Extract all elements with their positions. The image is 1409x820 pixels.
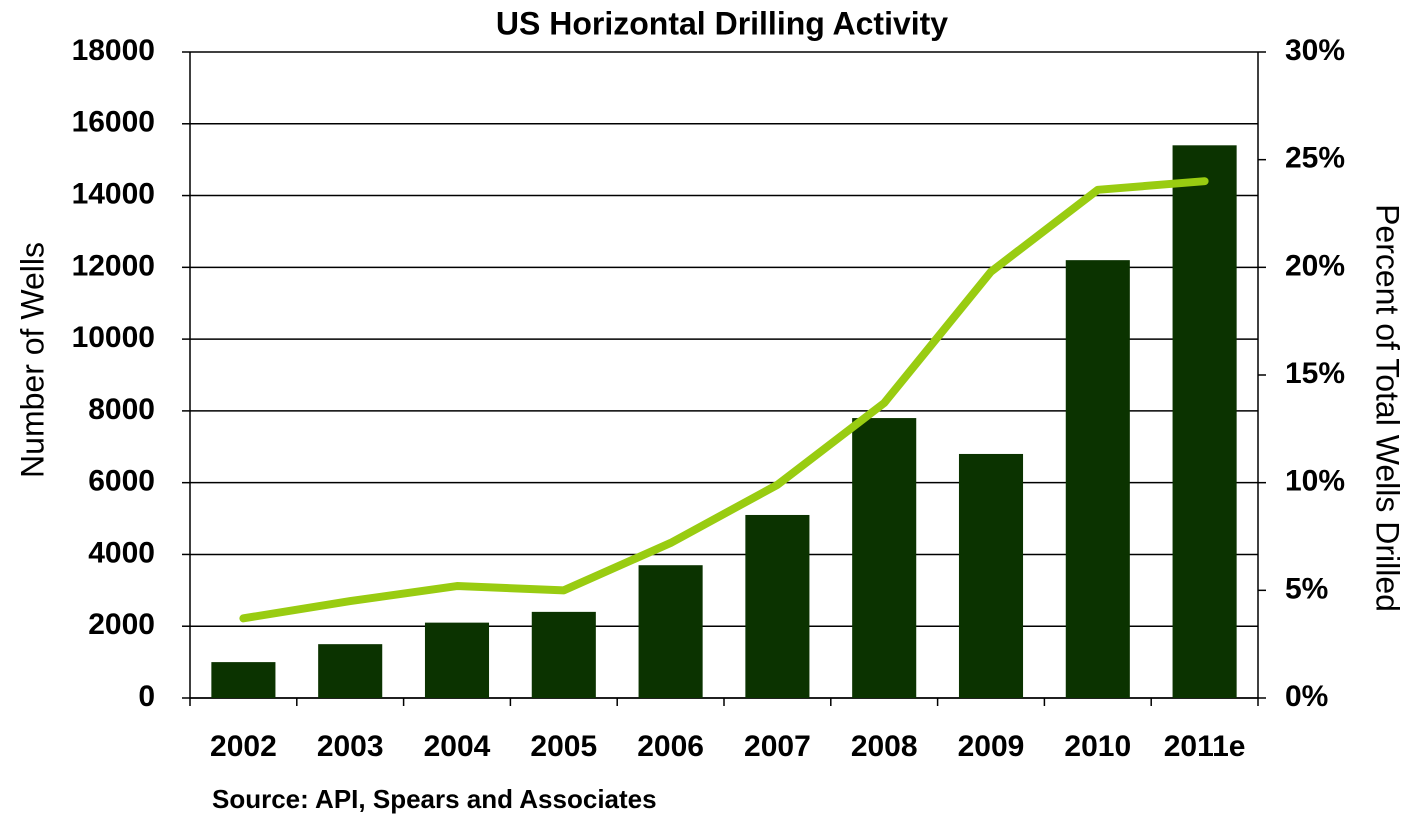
x-tick-label: 2003	[317, 730, 384, 763]
bar	[1172, 145, 1237, 699]
y-tick-label: 0	[138, 680, 155, 713]
line	[239, 177, 1209, 623]
y2-tick-label: 25%	[1285, 142, 1345, 175]
x-tick-label: 2002	[210, 730, 277, 763]
y2-tick-label: 0%	[1285, 680, 1328, 713]
y2-axis-label: Percent of Total Wells Drilled	[1370, 204, 1406, 612]
y2-tick-label: 5%	[1285, 572, 1328, 605]
x-tick-label: 2005	[530, 730, 597, 763]
bar	[1065, 260, 1130, 698]
x-tick-label: 2010	[1064, 730, 1131, 763]
y2-tick-label: 30%	[1285, 34, 1345, 67]
bar	[745, 514, 810, 698]
y-tick-label: 4000	[88, 536, 155, 569]
x-tick-label: 2007	[744, 730, 811, 763]
y-tick-label: 16000	[72, 106, 155, 139]
y2-tick-label: 20%	[1285, 249, 1345, 282]
y-tick-label: 6000	[88, 465, 155, 498]
y2-tick-label: 10%	[1285, 465, 1345, 498]
x-tick-label: 2008	[851, 730, 918, 763]
bar	[424, 622, 490, 698]
bar	[211, 662, 276, 698]
y2-tick-label: 15%	[1285, 357, 1345, 390]
bar	[638, 565, 703, 698]
source-note: Source: API, Spears and Associates	[212, 784, 657, 814]
y-tick-label: 2000	[88, 608, 155, 641]
chart-title: US Horizontal Drilling Activity	[496, 5, 948, 41]
y-tick-label: 8000	[88, 393, 155, 426]
x-tick-label: 2011e	[1164, 730, 1246, 763]
y-tick-label: 18000	[72, 34, 155, 67]
y-tick-label: 12000	[72, 249, 155, 282]
bar	[958, 453, 1024, 698]
x-tick-label: 2006	[637, 730, 704, 763]
y-axis-label: Number of Wells	[14, 242, 50, 478]
y-tick-label: 14000	[72, 177, 155, 210]
bar	[531, 611, 596, 698]
x-tick-label: 2004	[424, 730, 491, 763]
y-tick-label: 10000	[72, 321, 155, 354]
bar	[852, 418, 917, 698]
x-tick-label: 2009	[958, 730, 1025, 763]
bar	[318, 644, 383, 698]
